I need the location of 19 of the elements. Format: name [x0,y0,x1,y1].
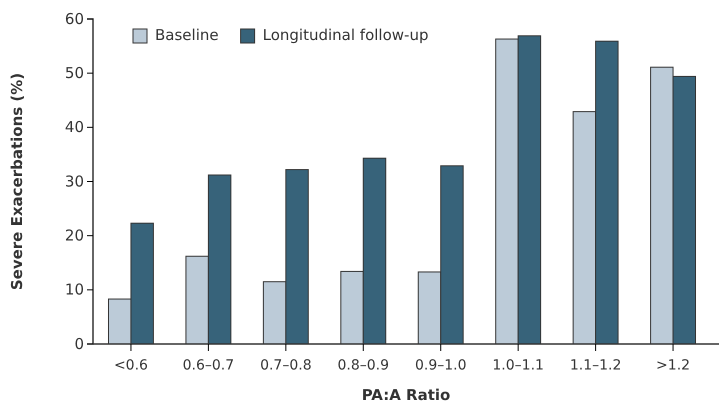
y-tick-label: 20 [64,226,84,244]
y-tick-label: 50 [64,64,84,82]
x-tick-label: >1.2 [656,357,690,374]
x-tick-label: <0.6 [114,357,148,374]
legend-label: Baseline [155,26,219,44]
x-tick-label: 0.8–0.9 [338,357,390,374]
x-tick-label: 1.1–1.2 [570,357,622,374]
y-tick-label: 0 [74,334,84,353]
x-axis-title: PA:A Ratio [362,386,450,404]
y-axis-title: Severe Exacerbations (%) [8,72,26,290]
x-tick-label: 0.9–1.0 [414,357,466,374]
x-tick-label: 0.7–0.8 [260,357,312,374]
legend-label: Longitudinal follow-up [262,26,428,44]
y-tick-label: 10 [64,280,84,299]
x-tick-label: 0.6–0.7 [182,357,234,374]
x-tick-label: 1.0–1.1 [492,357,544,374]
y-tick-label: 40 [64,118,84,136]
y-tick-label: 30 [64,172,84,190]
y-tick-label: 60 [64,10,84,28]
